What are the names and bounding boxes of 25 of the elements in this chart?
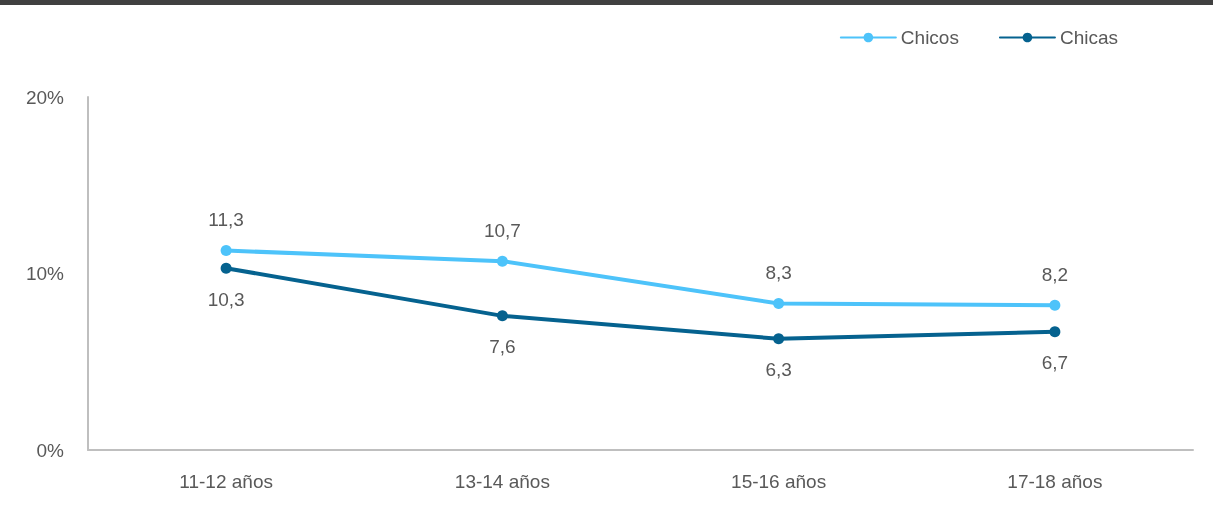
x-tick-label: 17-18 años — [1007, 471, 1103, 492]
data-label: 6,3 — [765, 359, 792, 381]
point — [496, 255, 508, 267]
data-label: 8,3 — [765, 262, 792, 284]
data-label: 10,3 — [207, 288, 245, 310]
data-label: 6,7 — [1041, 352, 1069, 374]
y-tick-label: 0% — [36, 439, 65, 461]
y-tick-label: 10% — [25, 263, 65, 284]
data-label: 7,6 — [489, 336, 516, 358]
y-tick-label: 20% — [25, 86, 65, 108]
point — [773, 298, 785, 309]
point — [220, 262, 232, 274]
legend-label: Chicos — [900, 27, 959, 48]
legend-label: Chicas — [1059, 27, 1118, 48]
point — [773, 333, 785, 345]
x-tick-label: 13-14 años — [454, 471, 550, 492]
point — [496, 310, 508, 322]
point — [1049, 326, 1061, 338]
x-tick-label: 11-12 años — [179, 471, 273, 492]
data-label: 11,3 — [208, 209, 244, 231]
data-label: 10,7 — [483, 219, 521, 241]
x-tick-label: 15-16 años — [731, 471, 827, 492]
point — [220, 245, 232, 257]
data-label: 8,2 — [1041, 263, 1069, 285]
point — [1049, 299, 1061, 311]
